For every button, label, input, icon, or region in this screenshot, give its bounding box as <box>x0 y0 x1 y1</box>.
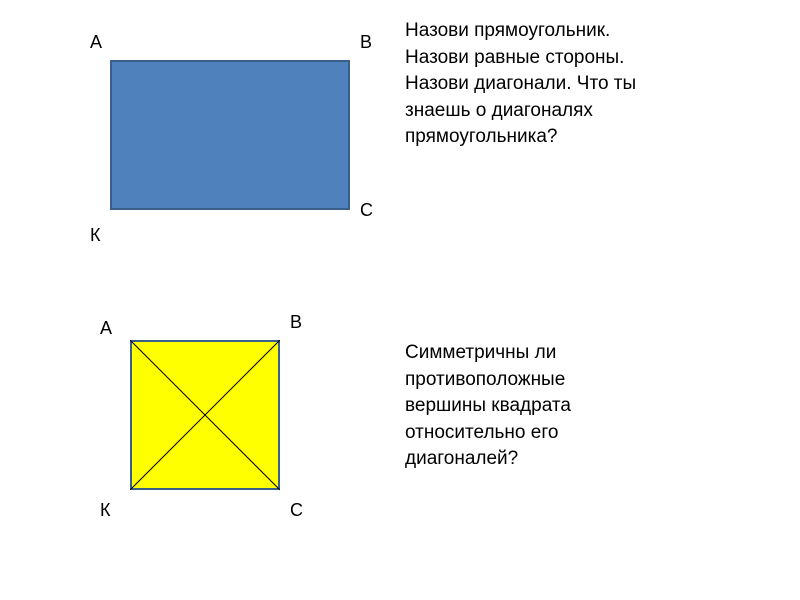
question-text-2: Симметричны ли противоположные вершины к… <box>405 340 775 473</box>
text-line: Назови равные стороны. <box>405 45 775 72</box>
sq-vertex-c: С <box>290 500 303 521</box>
rect-vertex-c: С <box>360 200 373 221</box>
square-diagonals <box>130 340 280 490</box>
text-line: Симметричны ли <box>405 340 775 367</box>
square-wrapper <box>130 340 280 490</box>
rect-vertex-k: К <box>90 225 101 246</box>
rectangle-shape <box>110 60 350 210</box>
rect-vertex-b: В <box>360 32 372 53</box>
text-line: относительно его <box>405 420 775 447</box>
text-line: вершины квадрата <box>405 393 775 420</box>
text-line: диагоналей? <box>405 446 775 473</box>
text-line: Назови диагонали. Что ты <box>405 71 775 98</box>
rect-vertex-a: А <box>90 32 102 53</box>
sq-vertex-a: А <box>100 318 112 339</box>
sq-vertex-b: В <box>290 312 302 333</box>
text-line: прямоугольника? <box>405 124 775 151</box>
text-line: противоположные <box>405 367 775 394</box>
sq-vertex-k: К <box>100 500 111 521</box>
text-line: знаешь о диагоналях <box>405 98 775 125</box>
text-line: Назови прямоугольник. <box>405 18 775 45</box>
question-text-1: Назови прямоугольник. Назови равные стор… <box>405 18 775 151</box>
